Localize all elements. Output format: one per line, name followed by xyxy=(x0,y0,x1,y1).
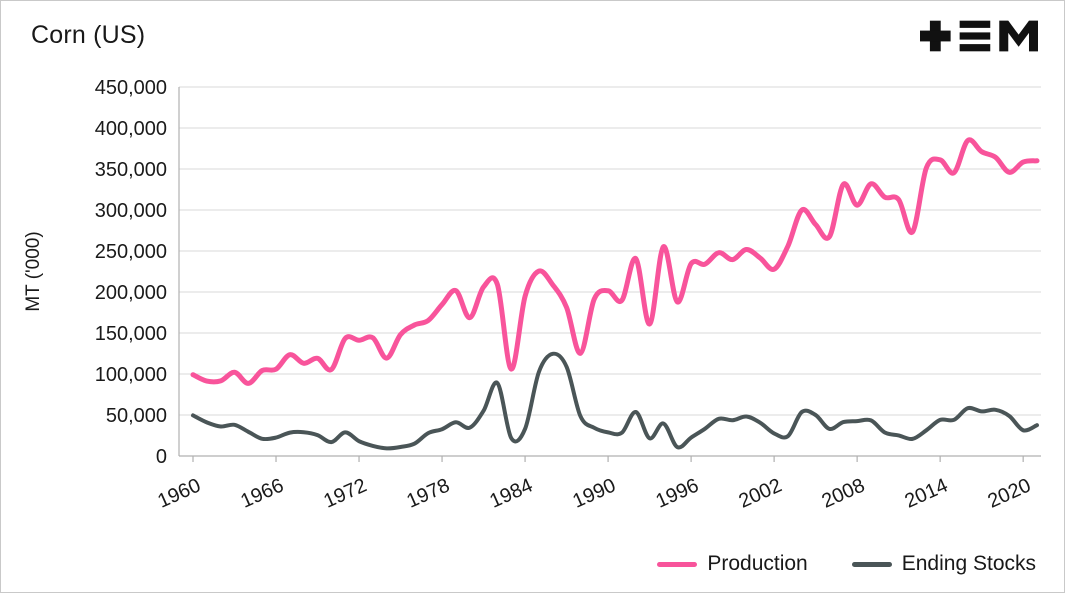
svg-text:1996: 1996 xyxy=(653,474,703,512)
svg-text:1960: 1960 xyxy=(154,474,204,512)
svg-text:1978: 1978 xyxy=(403,474,453,512)
logo-bars-icon xyxy=(959,20,991,28)
tem-logo xyxy=(920,20,1038,52)
svg-text:100,000: 100,000 xyxy=(95,364,167,386)
legend-label-production: Production xyxy=(707,552,808,575)
svg-text:200,000: 200,000 xyxy=(95,282,167,304)
production-line-swatch xyxy=(657,561,698,567)
y-gridlines xyxy=(179,86,1041,416)
svg-text:150,000: 150,000 xyxy=(95,323,167,345)
svg-text:1990: 1990 xyxy=(570,474,620,512)
y-tick-labels: 0 50,000 100,000 150,000 200,000 250,000 300,0… xyxy=(95,77,167,468)
series-line-ending-stocks xyxy=(191,351,1039,451)
legend: Production Ending Stocks xyxy=(657,552,1036,576)
legend-label-ending-stocks: Ending Stocks xyxy=(901,552,1036,575)
svg-text:1966: 1966 xyxy=(237,474,287,512)
series-line-production xyxy=(190,137,1040,386)
svg-text:250,000: 250,000 xyxy=(95,241,167,263)
logo-m-icon xyxy=(999,20,1038,52)
svg-text:2008: 2008 xyxy=(819,474,869,512)
svg-text:400,000: 400,000 xyxy=(95,118,167,140)
svg-text:450,000: 450,000 xyxy=(95,77,167,99)
svg-text:2014: 2014 xyxy=(902,474,952,512)
svg-text:0: 0 xyxy=(156,446,167,468)
legend-item-production: Production xyxy=(657,552,808,576)
svg-text:1972: 1972 xyxy=(320,474,370,512)
chart-title: Corn (US) xyxy=(31,21,146,49)
axes xyxy=(178,87,1041,462)
ending-stocks-line-swatch xyxy=(851,561,892,567)
x-tick-labels: 1960 1966 1972 1978 1984 1990 1996 2002 2008 2014… xyxy=(154,474,1034,512)
svg-text:350,000: 350,000 xyxy=(95,159,167,181)
y-axis-title: MT ('000) xyxy=(23,231,44,311)
svg-text:2020: 2020 xyxy=(985,474,1035,512)
legend-item-ending-stocks: Ending Stocks xyxy=(851,552,1036,576)
svg-text:50,000: 50,000 xyxy=(106,405,167,427)
svg-text:300,000: 300,000 xyxy=(95,200,167,222)
svg-text:1984: 1984 xyxy=(486,474,536,512)
svg-text:2002: 2002 xyxy=(736,474,786,512)
